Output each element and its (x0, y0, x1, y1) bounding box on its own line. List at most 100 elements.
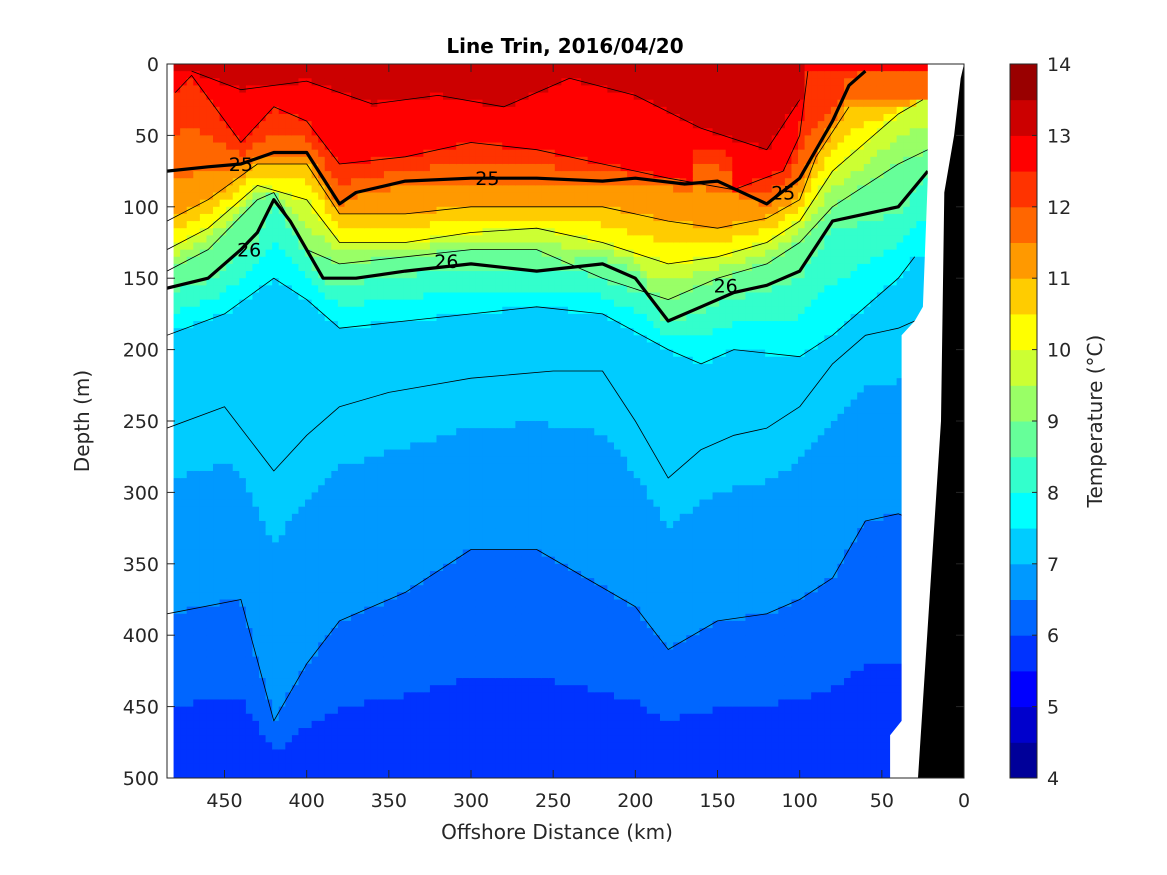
field-cell (410, 271, 418, 279)
field-cell (272, 449, 280, 458)
field-cell (403, 399, 411, 408)
field-cell (337, 563, 346, 572)
field-cell (436, 399, 444, 408)
field-cell (213, 128, 221, 136)
field-cell (180, 385, 188, 394)
field-cell (489, 335, 497, 344)
field-cell (475, 128, 484, 136)
field-cell (272, 178, 280, 186)
field-cell (331, 528, 339, 536)
field-cell (213, 528, 221, 536)
field-cell (344, 135, 352, 144)
field-cell (377, 156, 385, 165)
field-cell (252, 485, 260, 493)
field-cell (305, 356, 313, 365)
field-cell (278, 192, 286, 201)
field-cell (383, 528, 392, 536)
field-cell (245, 528, 254, 536)
field-cell (377, 413, 385, 422)
field-cell (206, 149, 214, 158)
field-cell (475, 85, 484, 94)
field-cell (285, 542, 293, 551)
field-cell (370, 306, 378, 315)
field-cell (272, 506, 280, 515)
field-cell (272, 113, 280, 122)
field-cell (443, 635, 451, 643)
field-cell (403, 428, 411, 436)
field-cell (272, 670, 280, 679)
field-cell (423, 421, 431, 429)
field-cell (390, 385, 398, 394)
field-cell (272, 385, 280, 394)
field-cell (364, 178, 372, 186)
field-cell (193, 556, 201, 565)
field-cell (351, 485, 359, 493)
field-cell (311, 756, 319, 765)
field-cell (469, 163, 477, 172)
field-cell (232, 692, 240, 701)
field-cell (410, 592, 418, 601)
field-cell (364, 306, 372, 315)
field-cell (397, 306, 405, 315)
field-cell (443, 385, 451, 394)
field-cell (456, 371, 464, 379)
field-cell (462, 728, 470, 736)
field-cell (429, 692, 438, 701)
field-cell (377, 449, 385, 458)
field-cell (180, 470, 188, 479)
field-cell (357, 428, 365, 436)
field-cell (318, 428, 326, 436)
field-cell (272, 228, 280, 236)
field-cell (416, 735, 424, 743)
field-cell (219, 135, 227, 144)
field-cell (370, 470, 378, 479)
field-cell (462, 570, 470, 579)
field-cell (252, 728, 260, 736)
field-cell (285, 285, 293, 294)
field-cell (429, 449, 438, 458)
field-cell (291, 378, 300, 386)
field-cell (390, 235, 398, 244)
field-cell (291, 470, 300, 479)
field-cell (462, 678, 470, 686)
field-cell (305, 263, 313, 272)
field-cell (351, 770, 359, 778)
field-cell (469, 442, 477, 451)
field-cell (173, 513, 181, 522)
field-cell (423, 763, 431, 772)
field-cell (410, 242, 418, 251)
field-cell (456, 592, 464, 601)
field-cell (311, 649, 319, 658)
field-cell (370, 299, 378, 308)
field-cell (226, 99, 234, 108)
field-cell (344, 563, 352, 572)
field-cell (199, 71, 208, 79)
field-cell (311, 335, 319, 344)
field-cell (397, 585, 405, 593)
field-cell (344, 342, 352, 351)
field-cell (291, 263, 300, 272)
field-cell (370, 749, 378, 758)
field-cell (469, 720, 477, 729)
field-cell (344, 670, 352, 679)
field-cell (403, 463, 411, 472)
field-cell (298, 271, 306, 279)
field-cell (436, 221, 444, 229)
field-cell (193, 263, 201, 272)
field-cell (443, 599, 451, 608)
field-cell (482, 520, 490, 529)
field-cell (344, 742, 352, 751)
field-cell (429, 335, 438, 344)
field-cell (370, 406, 378, 415)
field-cell (475, 213, 484, 222)
field-cell (206, 756, 214, 765)
field-cell (291, 585, 300, 593)
field-cell (193, 213, 201, 222)
field-cell (311, 428, 319, 436)
field-cell (331, 128, 339, 136)
field-cell (357, 656, 365, 665)
field-cell (199, 292, 208, 301)
field-cell (173, 99, 181, 108)
field-cell (173, 749, 181, 758)
field-cell (285, 242, 293, 251)
